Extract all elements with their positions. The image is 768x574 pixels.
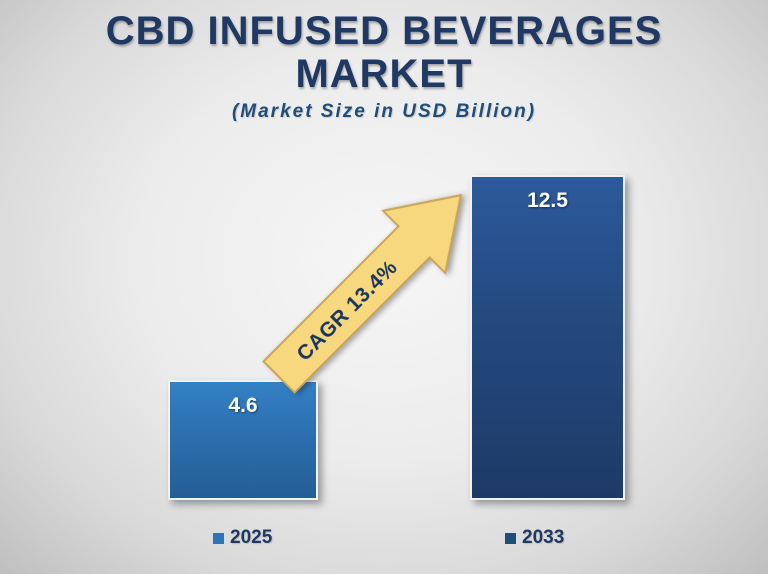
cagr-arrow-shape: CAGR 13.4% — [262, 193, 463, 394]
legend-item-2025: 2025 — [213, 527, 272, 549]
legend-label-2025: 2025 — [230, 527, 273, 548]
cagr-arrow-polygon — [262, 193, 463, 394]
legend-item-2033: 2033 — [505, 527, 564, 549]
legend-swatch-2025-icon — [213, 532, 224, 544]
legend-swatch-2033-icon — [505, 532, 516, 544]
chart-title: CBD INFUSED BEVERAGES MARKET — [105, 9, 663, 97]
bar-2025: 4.6 — [168, 380, 318, 500]
bar-value-2033: 12.5 — [527, 189, 568, 212]
cagr-arrow: CAGR 13.4% — [243, 157, 499, 413]
legend-label-2033: 2033 — [522, 527, 565, 548]
chart-subtitle: (Market Size in USD Billion) — [231, 101, 537, 123]
bar-2033: 12.5 — [470, 175, 625, 500]
cagr-arrow-label: CAGR 13.4% — [292, 256, 402, 366]
bar-value-2025: 4.6 — [228, 394, 258, 417]
chart-header: CBD INFUSED BEVERAGES MARKET (Market Siz… — [0, 9, 768, 123]
